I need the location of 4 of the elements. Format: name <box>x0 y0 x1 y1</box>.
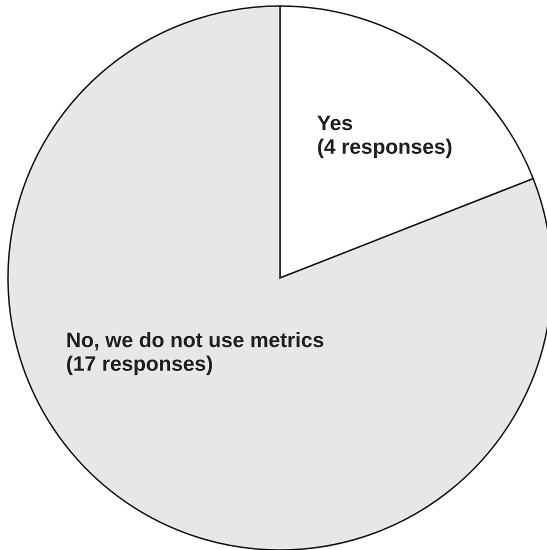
slice-label: No, we do not use metrics <box>67 332 324 350</box>
data-label: (17 responses) <box>67 356 212 376</box>
slice-label: Yes <box>317 116 352 130</box>
data-label: (4 responses) <box>318 138 452 158</box>
